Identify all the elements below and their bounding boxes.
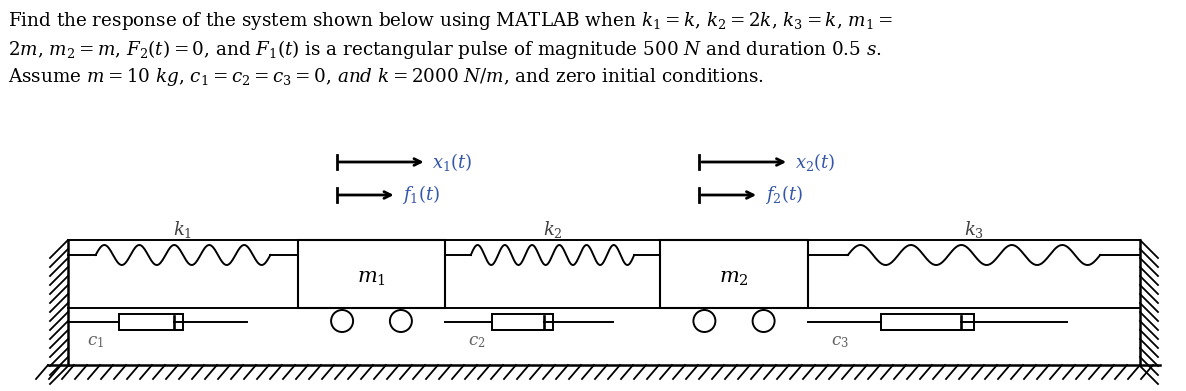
Text: $x_2(t)$: $x_2(t)$	[795, 151, 836, 173]
Text: $k_1$: $k_1$	[173, 219, 192, 240]
Text: $2m$, $m_2 = m$, $F_2(t) = 0$, and $F_1(t)$ is a rectangular pulse of magnitude : $2m$, $m_2 = m$, $F_2(t) = 0$, and $F_1(…	[8, 38, 881, 61]
Text: $f_2(t)$: $f_2(t)$	[765, 183, 803, 206]
Text: Assume $m = 10\ kg$, $c_1 = c_2 = c_3 = 0$, $and\ k = 2000\ N/m$, and zero initi: Assume $m = 10\ kg$, $c_1 = c_2 = c_3 = …	[8, 66, 764, 88]
Text: $x_1(t)$: $x_1(t)$	[433, 151, 473, 173]
Text: $m_1$: $m_1$	[357, 269, 385, 287]
Text: $c_1$: $c_1$	[88, 334, 104, 350]
Text: Find the response of the system shown below using MATLAB when $k_1 = k$, $k_2 = : Find the response of the system shown be…	[8, 10, 893, 32]
Text: $k_2$: $k_2$	[543, 219, 562, 240]
Text: $k_3$: $k_3$	[964, 219, 984, 240]
Bar	[298, 240, 445, 308]
Text: $c_2$: $c_2$	[468, 334, 486, 350]
Text: $m_2$: $m_2$	[719, 269, 748, 287]
Text: $c_3$: $c_3$	[831, 334, 849, 350]
Bar	[659, 240, 808, 308]
Text: $f_1(t)$: $f_1(t)$	[402, 183, 441, 206]
